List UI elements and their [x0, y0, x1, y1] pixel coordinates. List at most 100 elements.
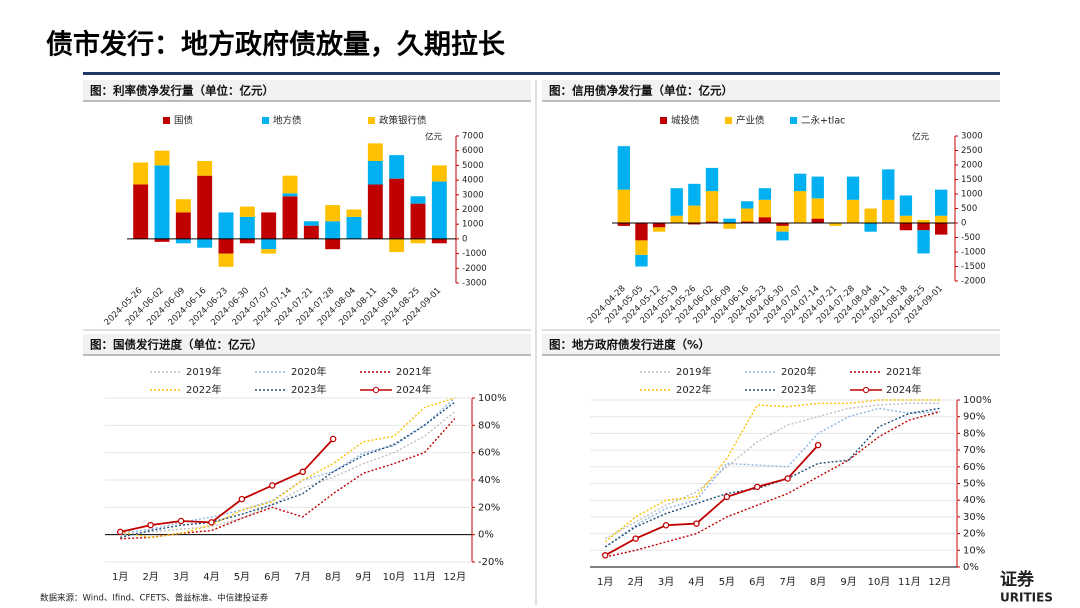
- bar: [431, 165, 447, 182]
- bar: [688, 205, 701, 223]
- bar: [197, 160, 213, 176]
- bar: [239, 216, 255, 239]
- line: [604, 407, 940, 548]
- point: [299, 468, 306, 476]
- bar: [133, 162, 149, 185]
- bar: [367, 184, 383, 239]
- bar: [670, 188, 683, 216]
- y-tick-label: -20%: [478, 557, 504, 568]
- bar: [261, 212, 277, 239]
- legend-swatch: [790, 117, 797, 124]
- y-tick-label: -1000: [961, 248, 986, 258]
- y-tick-label: 100%: [963, 395, 992, 406]
- x-tick-label: 10月: [383, 571, 406, 583]
- source-note: 数据来源：Wind、Ifind、CFETS、普益标准、中信建投证券: [40, 593, 269, 604]
- logo-text: URITIES: [1000, 591, 1053, 605]
- bar: [776, 231, 789, 241]
- bar: [635, 254, 648, 267]
- line: [605, 411, 940, 558]
- bar: [652, 223, 666, 228]
- bar: [846, 176, 860, 200]
- legend-label: 2020年: [291, 365, 326, 378]
- y-tick-label: 50%: [963, 479, 985, 490]
- bar: [935, 189, 948, 216]
- bar: [688, 223, 701, 225]
- y-tick-label: 40%: [963, 495, 985, 506]
- bar: [389, 238, 405, 253]
- y-tick-label: 20%: [478, 502, 500, 513]
- bar: [431, 181, 447, 239]
- bar: [282, 175, 298, 194]
- panel-header: [83, 334, 531, 355]
- point: [693, 520, 700, 527]
- logo-text: 证券: [1000, 569, 1035, 590]
- bar: [410, 238, 426, 244]
- x-tick-label: 4月: [688, 576, 704, 588]
- bar: [617, 146, 630, 190]
- bar: [635, 240, 648, 255]
- point: [208, 519, 215, 526]
- y-tick-label: 90%: [963, 412, 985, 423]
- slide-title: 债市发行：地方政府债放量，久期拉长: [46, 29, 506, 61]
- y-tick-label: 10%: [963, 545, 985, 556]
- legend-label: 城投债: [671, 115, 700, 127]
- bar: [899, 223, 913, 231]
- point: [177, 517, 185, 525]
- panel-title: 图：信用债净发行量（单位：亿元）: [549, 84, 733, 98]
- bar: [758, 188, 772, 200]
- y-tick-label: 500: [961, 204, 977, 214]
- panel-title: 图：地方政府债发行进度（%）: [549, 338, 710, 352]
- y-tick-label: 0%: [478, 530, 494, 541]
- legend-swatch: [725, 117, 732, 124]
- bar: [175, 199, 191, 213]
- bar: [282, 196, 298, 239]
- panel-header: [83, 80, 531, 101]
- bar: [410, 196, 426, 204]
- bar: [154, 150, 170, 166]
- x-tick-label: 9月: [355, 571, 371, 583]
- panel-header: [542, 334, 1000, 355]
- bar: [688, 183, 701, 206]
- legend-label: 2024年: [396, 383, 431, 396]
- bar: [367, 160, 383, 185]
- legend-label: 产业债: [736, 115, 765, 127]
- bar: [705, 191, 719, 222]
- point: [662, 522, 670, 529]
- bar: [325, 205, 341, 222]
- bar: [218, 238, 234, 254]
- x-tick-label: 8月: [325, 571, 341, 583]
- bar: [705, 167, 719, 192]
- x-tick-label: 2月: [142, 571, 158, 583]
- y-tick-label: 0: [961, 219, 966, 229]
- bar: [935, 223, 948, 235]
- y-tick-label: -1500: [961, 262, 986, 272]
- line: [120, 411, 456, 536]
- bar: [261, 249, 277, 254]
- bar: [197, 238, 213, 248]
- legend-label: 政策银行债: [379, 115, 427, 127]
- bar: [829, 223, 842, 226]
- bar: [864, 223, 877, 232]
- panel-title: 图：利率债净发行量（单位：亿元）: [90, 84, 274, 98]
- bar: [346, 209, 362, 217]
- y-tick-label: 1500: [961, 175, 983, 185]
- bar: [864, 208, 877, 223]
- point: [784, 475, 791, 482]
- point: [147, 521, 154, 529]
- bar: [899, 215, 913, 223]
- bar: [346, 216, 362, 239]
- y-tick-label: 100%: [478, 393, 507, 404]
- x-tick-label: 11月: [413, 571, 436, 583]
- bar: [705, 221, 719, 223]
- x-tick-label: 8月: [810, 576, 826, 588]
- x-tick-label: 12月: [443, 571, 466, 583]
- legend-label: 地方债: [273, 115, 302, 127]
- point: [601, 552, 609, 559]
- x-tick-label: 5月: [234, 571, 250, 583]
- bar: [154, 165, 170, 239]
- legend-label: 2021年: [396, 365, 431, 378]
- x-tick-label: 3月: [658, 576, 674, 588]
- bar: [367, 143, 383, 161]
